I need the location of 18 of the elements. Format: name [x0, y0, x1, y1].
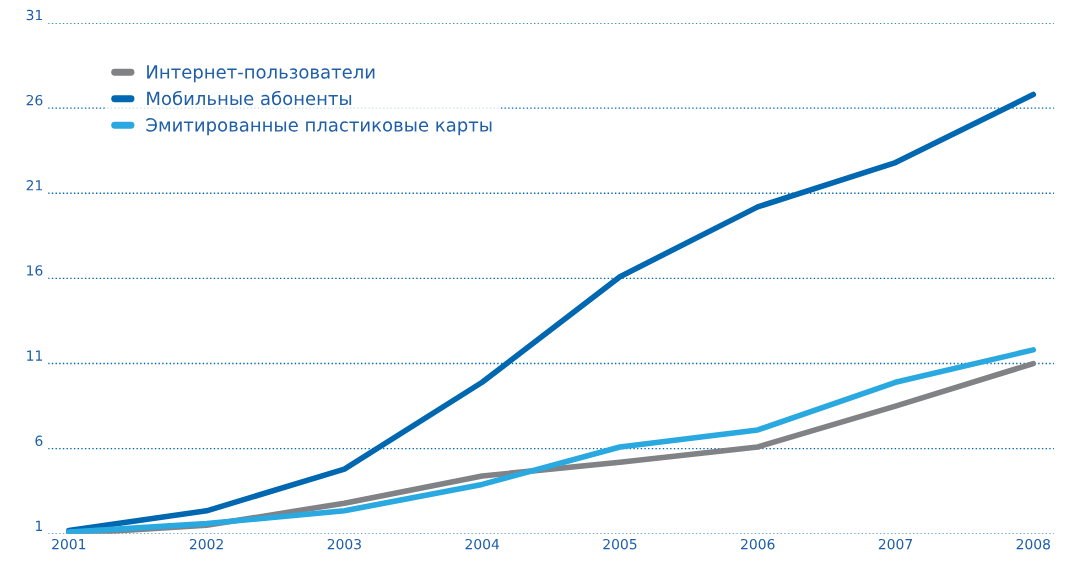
y-tick-label: 1 [35, 520, 43, 531]
legend-label: Мобильные абоненты [147, 90, 352, 106]
y-tick-label: 6 [35, 435, 43, 446]
y-tick-label: 26 [26, 94, 43, 106]
legend-label: Эмитированные пластиковые карты [146, 118, 492, 136]
x-tick-label: 2007 [878, 538, 912, 550]
x-tick-label: 2003 [327, 538, 361, 550]
y-tick-label: 11 [27, 350, 43, 361]
y-tick-label: 31 [26, 9, 43, 21]
x-tick-label: 2006 [741, 538, 775, 550]
x-tick-label: 2005 [603, 538, 637, 550]
x-tick-label: 2002 [189, 538, 223, 550]
x-tick-label: 2004 [465, 538, 500, 550]
x-tick-label: 2001 [52, 538, 86, 550]
y-tick-label: 21 [26, 180, 43, 191]
legend-label: Интернет-пользователи [147, 65, 375, 83]
y-tick-label: 16 [27, 265, 43, 276]
x-tick-label: 2008 [1016, 538, 1051, 550]
